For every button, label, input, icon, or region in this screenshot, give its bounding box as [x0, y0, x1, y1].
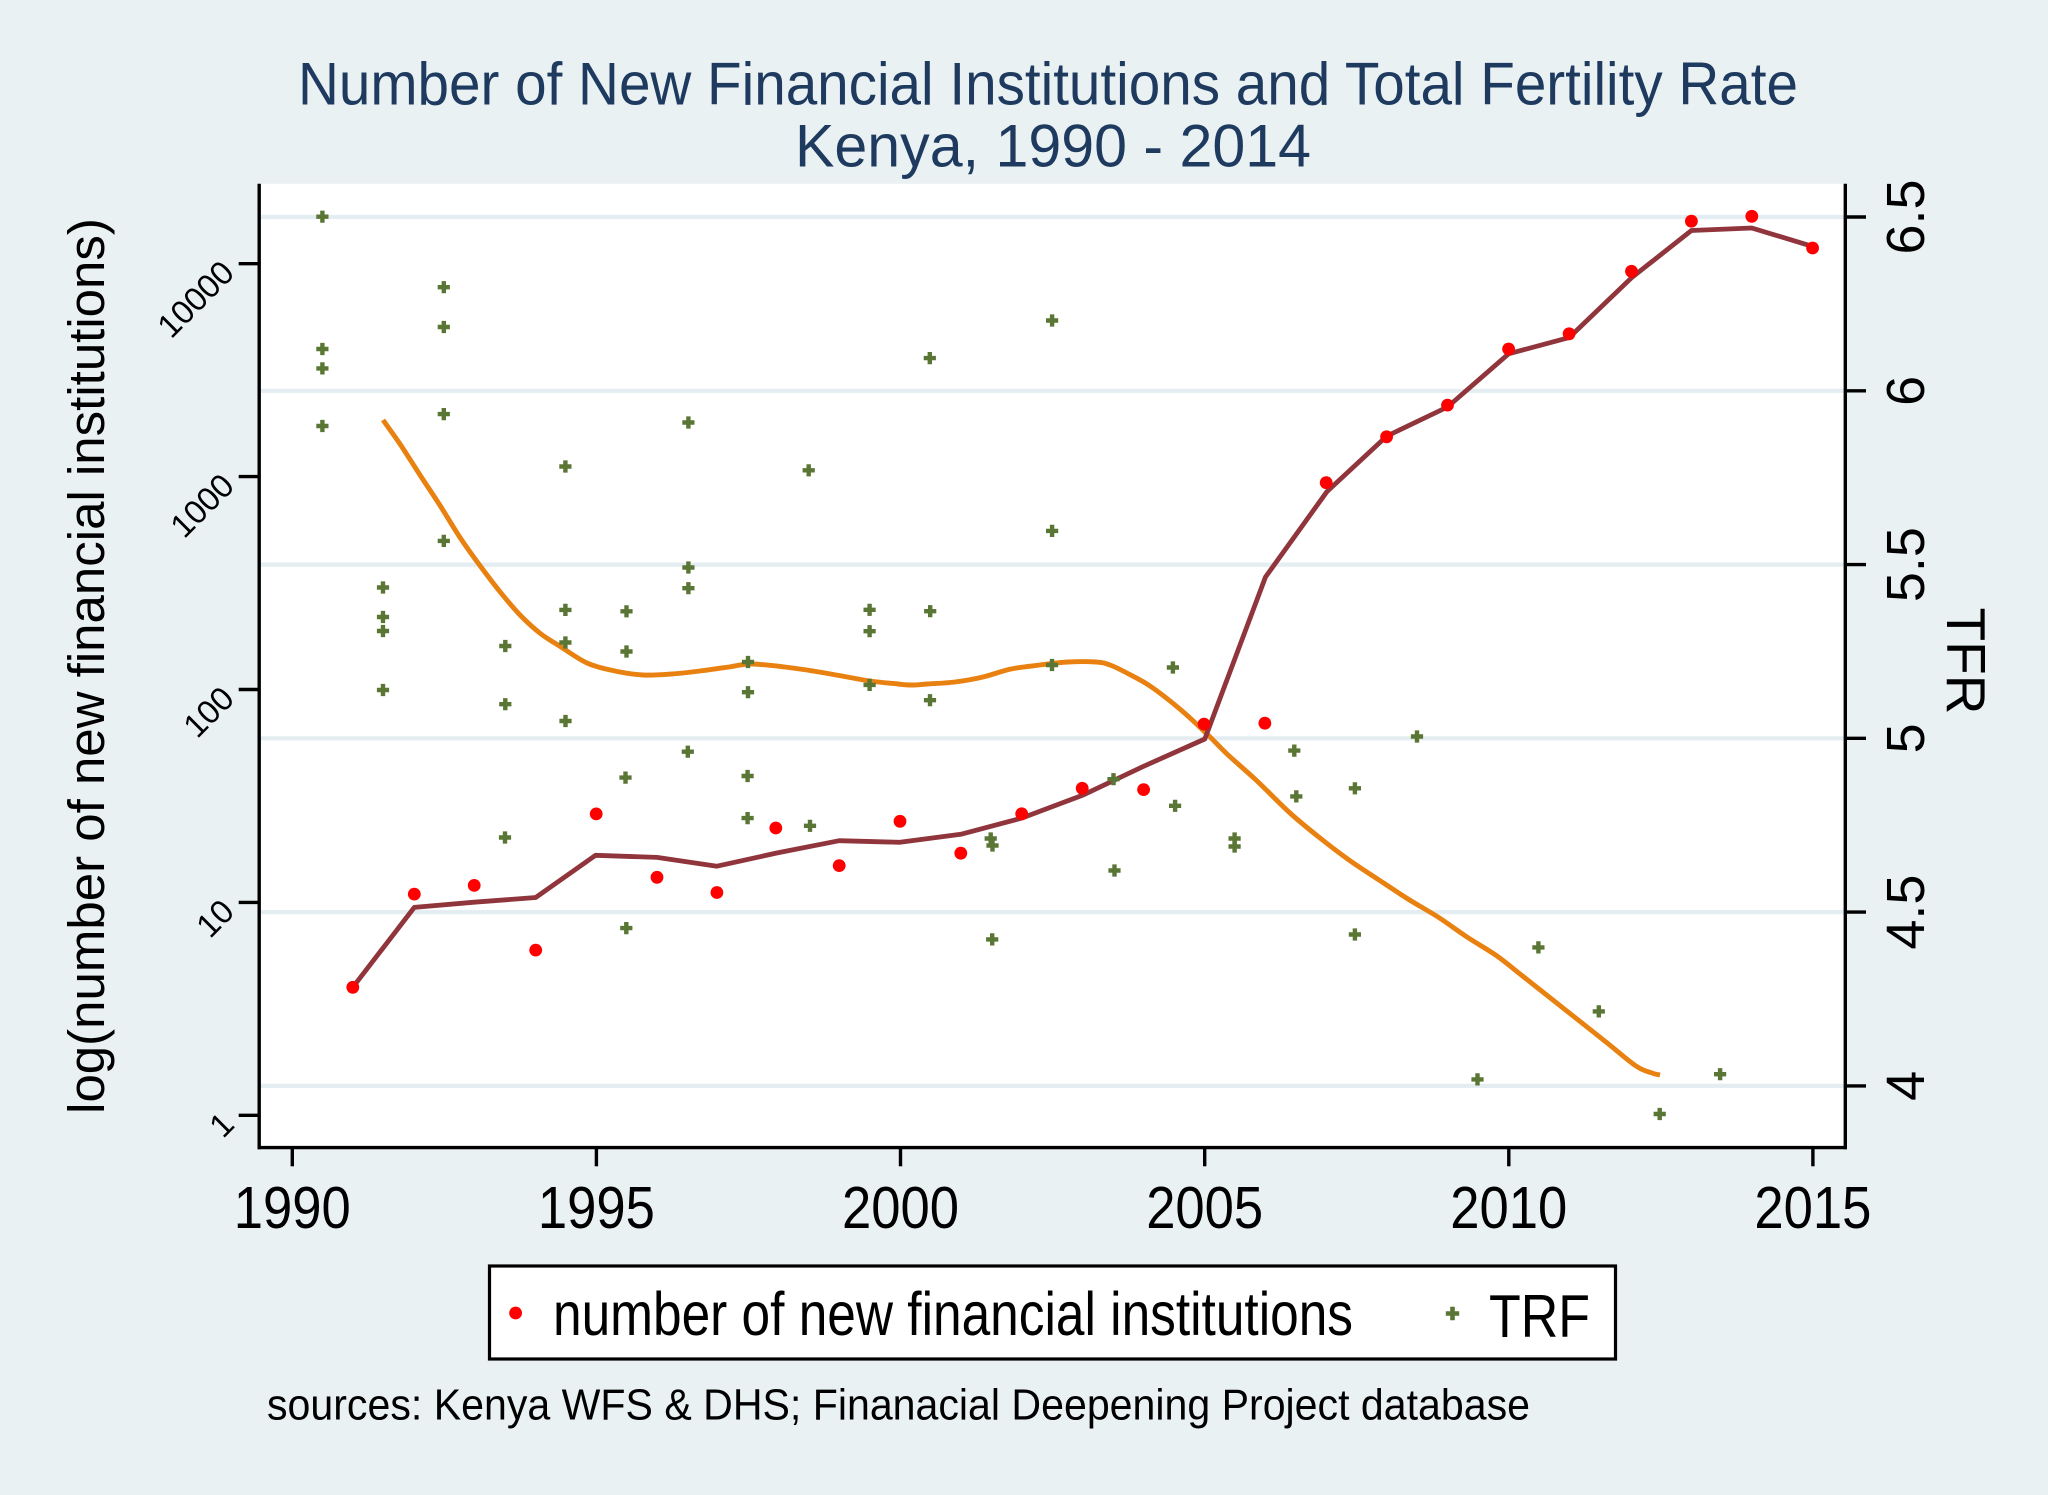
svg-text:2005: 2005: [1146, 1174, 1263, 1241]
svg-text:4: 4: [1876, 1071, 1936, 1101]
svg-text:4.5: 4.5: [1876, 875, 1936, 950]
svg-text:log(number of new financial in: log(number of new financial institutions…: [58, 218, 115, 1114]
svg-text:Number of New Financial Instit: Number of New Financial Institutions and…: [298, 51, 1798, 118]
svg-text:6.5: 6.5: [1876, 179, 1936, 254]
svg-text:6: 6: [1876, 376, 1936, 406]
svg-text:2000: 2000: [842, 1174, 959, 1241]
svg-text:number of new financial instit: number of new financial institutions: [553, 1280, 1353, 1348]
svg-text:sources: Kenya WFS & DHS; Fina: sources: Kenya WFS & DHS; Finanacial Dee…: [267, 1382, 1530, 1430]
svg-text:1990: 1990: [234, 1174, 351, 1241]
svg-text:5.5: 5.5: [1876, 527, 1936, 602]
svg-text:Kenya, 1990 - 2014: Kenya, 1990 - 2014: [795, 113, 1311, 180]
svg-text:5: 5: [1876, 723, 1936, 753]
svg-text:1995: 1995: [538, 1174, 655, 1241]
svg-text:2015: 2015: [1754, 1174, 1871, 1241]
svg-text:2010: 2010: [1450, 1174, 1567, 1241]
svg-text:TRF: TRF: [1489, 1283, 1590, 1350]
svg-text:TFR: TFR: [1935, 608, 1997, 715]
